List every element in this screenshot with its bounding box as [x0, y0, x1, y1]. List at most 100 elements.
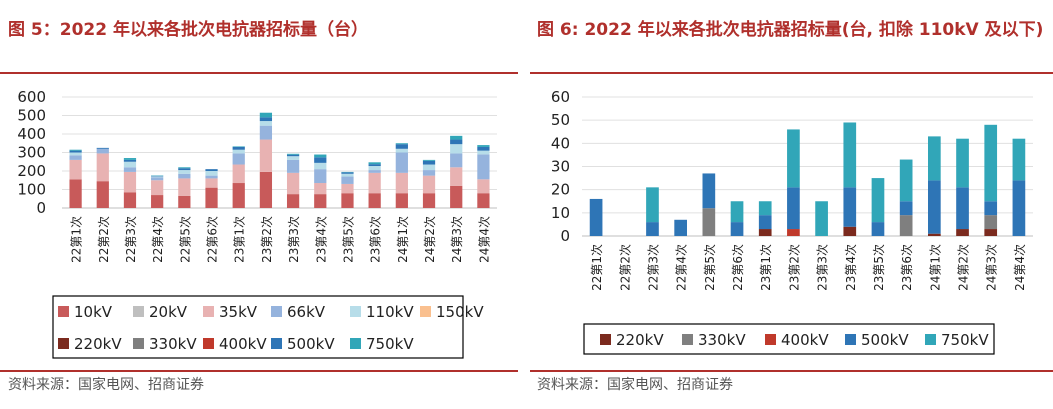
x-tick-label: 23第4次 [844, 244, 858, 291]
x-tick-label: 24第3次 [985, 244, 999, 291]
legend-swatch-20kV [133, 306, 144, 317]
bar-segment-500kV [368, 164, 381, 167]
bar-segment-35kV [96, 153, 109, 182]
bar-segment-35kV [151, 180, 164, 196]
x-tick-label: 22第1次 [70, 216, 84, 263]
bar-segment-10kV [314, 194, 327, 208]
bar-segment-750kV [758, 201, 772, 216]
bar-segment-500kV [843, 187, 857, 227]
divider-bottom-left [0, 370, 518, 372]
bar-segment-750kV [956, 138, 969, 188]
legend-swatch-330kV [133, 338, 144, 349]
bar-segment-10kV [286, 194, 300, 208]
y-tick-label: 30 [551, 158, 570, 176]
x-tick-label: 23第5次 [341, 216, 355, 263]
bar-segment-66kV [69, 155, 82, 160]
bar-segment-35kV [450, 167, 463, 186]
bar-segment-500kV [928, 180, 941, 234]
bar-segment-500kV [758, 215, 772, 230]
bar-segment-66kV [178, 173, 191, 179]
legend-swatch-110kV [350, 306, 361, 317]
bar-segment-500kV [984, 201, 998, 216]
bar-segment-220kV [928, 233, 941, 236]
bar-segment-66kV [368, 170, 381, 173]
legend-label-150kV: 150kV [436, 303, 484, 321]
bar-segment-750kV [286, 153, 300, 155]
x-tick-label: 23第6次 [900, 244, 914, 291]
bar-segment-110kV [178, 170, 191, 174]
x-tick-label: 22第1次 [590, 244, 604, 291]
bar-segment-500kV [956, 187, 969, 230]
bar-segment-110kV [69, 152, 82, 156]
x-tick-label: 24第4次 [477, 216, 491, 263]
source-note-left: 资料来源：国家电网、招商证券 [8, 377, 204, 393]
legend-swatch-500kV [271, 338, 282, 349]
bar-segment-66kV [422, 170, 436, 176]
legend-swatch-400kV [203, 338, 214, 349]
bar-segment-750kV [871, 178, 885, 223]
x-tick-label: 23第2次 [260, 216, 274, 263]
bar-segment-750kV [984, 124, 998, 202]
source-note-right: 资料来源：国家电网、招商证券 [537, 377, 733, 393]
bar-segment-10kV [69, 179, 82, 208]
x-tick-label: 23第6次 [369, 216, 383, 263]
y-tick-label: 10 [551, 204, 570, 222]
bar-segment-10kV [178, 195, 191, 208]
x-tick-label: 23第1次 [759, 244, 773, 291]
divider-top-left [0, 72, 518, 74]
legend-label-220kV: 220kV [74, 335, 122, 353]
bar-segment-10kV [341, 193, 354, 208]
bar-segment-750kV [477, 145, 490, 147]
bar-segment-500kV [477, 146, 490, 151]
bar-segment-220kV [956, 229, 969, 236]
bar-segment-110kV [341, 173, 354, 177]
legend-swatch-35kV [203, 306, 214, 317]
bar-segment-66kV [205, 175, 218, 179]
bar-segment-35kV [477, 179, 490, 194]
bar-segment-500kV [123, 159, 137, 162]
bar-segment-500kV [871, 222, 885, 236]
bar-segment-35kV [286, 172, 300, 195]
bar-segment-35kV [422, 175, 436, 194]
bar-segment-750kV [899, 159, 913, 202]
x-tick-label: 24第2次 [423, 216, 437, 263]
legend-label-20kV: 20kV [149, 303, 188, 321]
bar-segment-10kV [450, 185, 463, 208]
bar-segment-500kV [96, 147, 109, 149]
bar-segment-10kV [205, 187, 218, 208]
bar-segment-110kV [259, 121, 273, 126]
bar-segment-500kV [205, 169, 218, 171]
bar-segment-750kV [1012, 138, 1026, 181]
bar-segment-66kV [450, 153, 463, 168]
bar-segment-500kV [69, 150, 82, 153]
bar-segment-750kV [395, 143, 408, 145]
y-tick-label: 20 [551, 181, 570, 199]
bar-segment-500kV [314, 157, 327, 163]
legend-swatch-500kV [845, 334, 856, 345]
bar-segment-10kV [368, 193, 381, 208]
bar-segment-35kV [259, 139, 273, 172]
bar-segment-110kV [205, 171, 218, 176]
bar-segment-35kV [314, 183, 327, 195]
bar-segment-750kV [450, 135, 463, 140]
chart-right-title: 图 6: 2022 年以来各批次电抗器招标量(台, 扣除 110kV 及以下) [537, 20, 1044, 40]
x-tick-label: 23第3次 [287, 216, 301, 263]
bar-segment-500kV [259, 117, 273, 122]
bar-segment-750kV [69, 149, 82, 151]
legend-label-400kV: 400kV [781, 331, 829, 349]
x-tick-label: 23第5次 [872, 244, 886, 291]
bar-segment-750kV [123, 158, 137, 160]
bar-segment-110kV [450, 144, 463, 154]
legend-label-35kV: 35kV [219, 303, 258, 321]
x-tick-label: 24第2次 [957, 244, 971, 291]
legend-label-220kV: 220kV [616, 331, 664, 349]
bar-segment-10kV [96, 181, 109, 208]
x-tick-label: 22第4次 [151, 216, 165, 263]
bar-segment-66kV [123, 167, 137, 172]
legend-label-750kV: 750kV [941, 331, 989, 349]
bar-segment-35kV [69, 159, 82, 180]
y-tick-label: 200 [17, 162, 46, 180]
legend-label-110kV: 110kV [366, 303, 414, 321]
bar-segment-500kV [151, 175, 164, 177]
